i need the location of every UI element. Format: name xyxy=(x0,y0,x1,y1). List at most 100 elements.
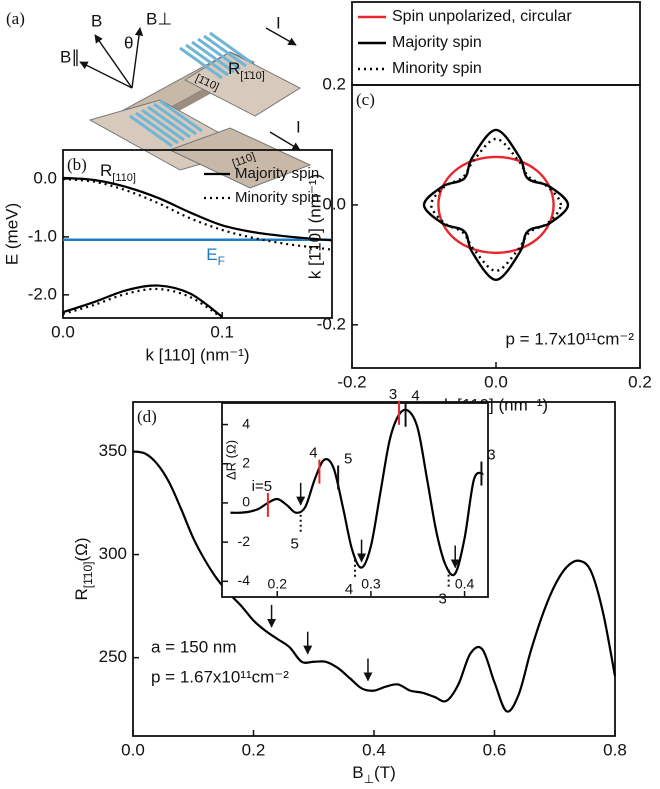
panel-label: (a) xyxy=(6,9,25,28)
marker-label: 3 xyxy=(389,386,397,403)
axes-frame xyxy=(62,149,333,319)
x-tick-label: 0.2 xyxy=(628,372,652,391)
legend-label: Spin unpolarized, circular xyxy=(392,8,572,25)
x-axis-label: k [110] (nm⁻¹) xyxy=(145,345,249,364)
angle-label: θ xyxy=(124,33,133,52)
x-tick-label: 0.1 xyxy=(210,322,234,341)
resistor-subscript: [1̄10] xyxy=(240,70,264,82)
x-tick-label: -0.2 xyxy=(337,372,366,391)
legend-label: Majority spin xyxy=(235,165,319,182)
fermi-subscript: F xyxy=(218,254,225,268)
x-tick-label: 0.2 xyxy=(242,740,266,759)
fermi-contour xyxy=(422,128,570,282)
schematic: (a) B B⊥ θ B∥ I [1̄10] [110] I R[1̄10] R… xyxy=(6,9,312,189)
data-line xyxy=(62,177,333,251)
axes-frame xyxy=(351,84,641,369)
panel-label: (d) xyxy=(137,407,157,426)
x-tick-label: 0.4 xyxy=(455,576,475,592)
y-tick-label: 0.0 xyxy=(322,194,346,213)
marker-label: 4 xyxy=(309,445,317,462)
current-label: I xyxy=(296,117,301,136)
inset-background xyxy=(222,403,488,597)
y-tick-label: -4 xyxy=(238,572,251,588)
marker-label: 3 xyxy=(487,447,495,464)
resistor-symbol: R xyxy=(228,59,240,78)
y-tick-label: -1.0 xyxy=(28,226,57,245)
label-unit: (Ω) xyxy=(72,537,91,561)
panel: -0.2 0.0 0.2-0.20.00.2(c)k [110] (nm⁻¹)k [… xyxy=(305,1,652,414)
resistor-symbol: R xyxy=(100,161,112,180)
y-axis-label: ΔR (Ω) xyxy=(223,440,238,480)
y-axis-label: R[1̄10](Ω) xyxy=(72,537,95,600)
y-axis-label: k [1̄10] (nm⁻¹) xyxy=(305,174,324,279)
x-tick-label: 0.8 xyxy=(603,740,627,759)
y-tick-label: -2 xyxy=(238,533,251,549)
x-tick-label: 0.2 xyxy=(268,576,288,592)
field-arrows xyxy=(79,27,301,151)
field-label: B⊥ xyxy=(146,9,172,28)
y-tick-label: 4 xyxy=(242,415,250,431)
current-label: I xyxy=(276,13,281,32)
x-tick-label: 0.0 xyxy=(121,740,145,759)
data-line xyxy=(62,287,223,319)
y-tick-label: 0.0 xyxy=(33,168,57,187)
y-axis-label: E (meV) xyxy=(2,203,21,265)
field-label: B xyxy=(91,11,102,30)
panel: 0.0 0.2 0.4 0.6 0.8250300350(d)B⊥(T)R[1̄10](… xyxy=(72,401,627,786)
device-arm xyxy=(183,51,302,117)
label-unit: (T) xyxy=(374,763,396,782)
fermi-symbol: E xyxy=(206,245,217,264)
annotation: p = 1.7x10¹¹cm⁻² xyxy=(506,329,635,348)
x-tick-label: 0.0 xyxy=(51,322,75,341)
label-main: R xyxy=(72,588,91,600)
panel-label: (c) xyxy=(356,90,375,109)
y-tick-label: 2 xyxy=(242,454,250,470)
y-tick-label: 0 xyxy=(242,494,250,510)
marker-label: 5 xyxy=(291,536,299,553)
x-tick-label: 0.6 xyxy=(483,740,507,759)
marker-label: 5 xyxy=(344,450,352,467)
fermi-label: EF xyxy=(206,245,225,268)
marker-label: 3 xyxy=(438,591,446,608)
marker-label: i=5 xyxy=(252,478,272,495)
fermi-contour xyxy=(437,155,555,255)
data-line xyxy=(62,176,333,242)
y-tick-label: 250 xyxy=(99,647,127,666)
x-axis-label: B⊥(T) xyxy=(352,763,396,786)
x-tick-label: 0.3 xyxy=(361,576,381,592)
legend-label: Majority spin xyxy=(392,34,482,51)
y-tick-label: 350 xyxy=(99,441,127,460)
device-lead xyxy=(168,127,312,189)
field-label: B∥ xyxy=(60,47,80,66)
gate-stripes xyxy=(129,31,253,148)
label-main: B xyxy=(352,763,363,782)
x-tick-label: 0.4 xyxy=(362,740,386,759)
legend-label: Minority spin xyxy=(235,189,319,206)
marker-label: 4 xyxy=(345,581,353,598)
annotation: p = 1.67x10¹¹cm⁻² xyxy=(151,667,289,686)
data-line xyxy=(132,450,617,713)
resistor-label: R[110] xyxy=(100,161,136,183)
y-tick-label: 300 xyxy=(99,544,127,563)
y-tick-label: -2.0 xyxy=(28,284,57,303)
resistor-label: R[1̄10] xyxy=(228,59,265,81)
label-subscript: [1̄10] xyxy=(81,562,95,589)
fermi-contour xyxy=(429,137,563,273)
resistor-subscript: [110] xyxy=(112,172,136,184)
annotation: a = 150 nm xyxy=(151,637,237,656)
y-tick-label: 0.2 xyxy=(322,74,346,93)
data-line xyxy=(62,284,223,318)
panel-label: (b) xyxy=(67,155,87,174)
legend-frame xyxy=(351,1,641,86)
x-tick-label: 0.0 xyxy=(484,372,508,391)
axes-frame xyxy=(221,402,489,598)
panel: 0.0 0.1 0.0 -1.0 -2.0 (b) k [110] (nm⁻¹) E (meV… xyxy=(2,149,333,364)
y-tick-label: -0.2 xyxy=(317,314,346,333)
legend-label: Minority spin xyxy=(392,60,482,77)
data-line xyxy=(230,408,484,577)
marker-label: 4 xyxy=(411,388,419,405)
label-subscript: ⊥ xyxy=(364,772,374,786)
